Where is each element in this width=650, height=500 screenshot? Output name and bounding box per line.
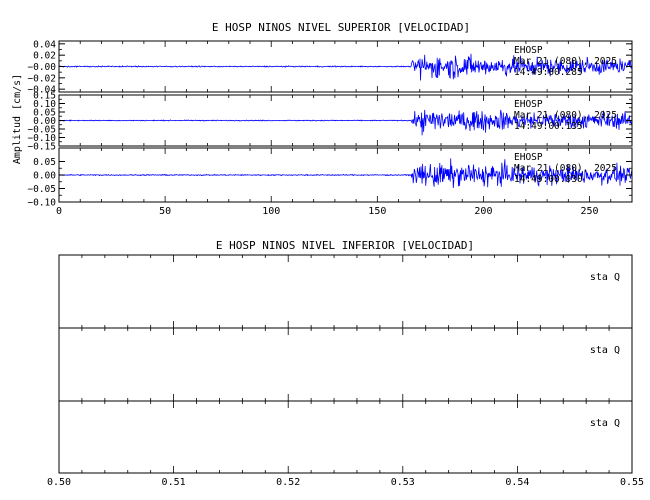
x-tick-label: 150 [368, 206, 386, 217]
bottom-chart: E HOSP NINOS NIVEL INFERIOR [VELOCIDAD] … [47, 239, 644, 488]
x-tick-label: 250 [581, 206, 599, 217]
x-tick-label: 0.52 [276, 477, 300, 488]
y-tick-label: −0.15 [27, 142, 56, 153]
y-tick-label: −0.10 [27, 133, 56, 144]
x-tick-label: 100 [262, 206, 280, 217]
y-tick-label: 0.04 [33, 39, 56, 50]
x-tick-label: 200 [474, 206, 492, 217]
y-tick-label: 0.15 [33, 91, 56, 102]
trace-annotation-line: EHOSP [514, 99, 543, 110]
y-tick-label: −0.00 [27, 62, 56, 73]
y-tick-label: 0.05 [33, 157, 56, 168]
bottom-panel-3: sta Q [58, 400, 633, 474]
station-label: sta Q [590, 345, 620, 356]
top-panel-2: −0.15−0.10−0.050.000.050.100.15 EHOSPMar … [27, 91, 633, 153]
x-tick-label: 0.53 [391, 477, 415, 488]
bottom-chart-title: E HOSP NINOS NIVEL INFERIOR [VELOCIDAD] [216, 239, 474, 252]
top-chart: E HOSP NINOS NIVEL SUPERIOR [VELOCIDAD] … [12, 21, 633, 217]
trace-annotation-line: Mar 21 (080), 2025 [514, 56, 617, 67]
panel-frame [58, 327, 633, 402]
y-tick-label: −0.02 [27, 73, 56, 84]
y-tick-label: 0.00 [33, 116, 56, 127]
y-tick-label: −0.10 [27, 198, 56, 209]
waveform-trace-2 [58, 109, 633, 136]
y-tick-label: −0.05 [27, 184, 56, 195]
waveform-trace-1 [58, 53, 633, 81]
station-label: sta Q [590, 272, 620, 283]
trace-annotation-line: 14:49:00.930 [514, 174, 583, 185]
y-tick-label: −0.04 [27, 85, 56, 96]
y-tick-label: −0.05 [27, 125, 56, 136]
trace-annotation-line: 14:49:00.135 [514, 121, 583, 132]
y-tick-label: 0.00 [33, 171, 56, 182]
bottom-panel-1: sta Q [58, 254, 633, 329]
trace-annotation-line: Mar 21 (080), 2025 [514, 110, 617, 121]
y-axis-label: Amplitud [cm/s] [12, 74, 23, 164]
top-chart-title: E HOSP NINOS NIVEL SUPERIOR [VELOCIDAD] [212, 21, 470, 34]
station-label: sta Q [590, 418, 620, 429]
x-tick-label: 0 [56, 206, 62, 217]
trace-annotation-line: Mar 21 (080), 2025 [514, 163, 617, 174]
x-tick-label: 0.55 [620, 477, 644, 488]
panel-frame [58, 400, 633, 474]
y-tick-label: 0.02 [33, 51, 56, 62]
y-tick-label: 0.10 [33, 99, 56, 110]
trace-annotation-line: EHOSP [514, 45, 543, 56]
y-tick-label: 0.05 [33, 108, 56, 119]
panel-frame [58, 254, 633, 329]
x-tick-label: 50 [159, 206, 171, 217]
x-tick-label: 0.54 [505, 477, 529, 488]
bottom-panel-2: sta Q [58, 327, 633, 402]
trace-annotation-line: EHOSP [514, 152, 543, 163]
x-tick-label: 0.50 [47, 477, 71, 488]
trace-annotation-line: 14:49:00.285 [514, 67, 583, 78]
waveform-trace-3 [59, 158, 633, 189]
x-tick-label: 0.51 [162, 477, 186, 488]
